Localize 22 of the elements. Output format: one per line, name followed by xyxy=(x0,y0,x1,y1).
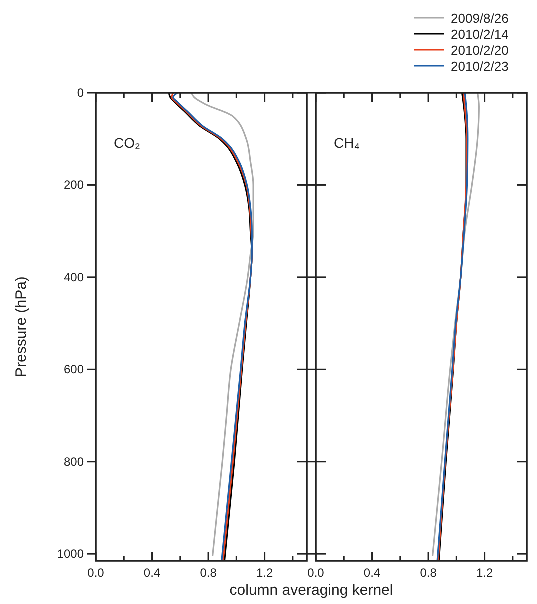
y-axis-title: Pressure (hPa) xyxy=(13,276,30,378)
x-tick-label: 0.0 xyxy=(88,566,105,580)
x-tick-label: 0.8 xyxy=(420,566,438,580)
legend-label: 2010/2/23 xyxy=(451,59,509,74)
annotation: CH₄ xyxy=(334,135,360,151)
y-tick-label: 600 xyxy=(64,362,84,377)
y-tick-label: 200 xyxy=(64,178,84,192)
x-tick-label: 0.8 xyxy=(200,566,218,580)
legend-label: 2009/8/26 xyxy=(451,11,509,26)
y-tick-label: 800 xyxy=(64,454,84,469)
x-tick-label: 0.0 xyxy=(308,566,325,580)
annotation: CO₂ xyxy=(114,135,140,151)
x-tick-label: 1.2 xyxy=(256,566,274,580)
y-tick-label: 1000 xyxy=(57,547,84,562)
y-tick-label: 400 xyxy=(64,270,84,284)
x-tick-label: 0.4 xyxy=(364,566,381,580)
x-axis-title: column averaging kernel xyxy=(230,582,394,599)
legend-label: 2010/2/20 xyxy=(451,43,509,58)
legend-label: 2010/2/14 xyxy=(451,27,509,42)
y-tick-label: 0 xyxy=(77,86,84,100)
x-tick-label: 0.4 xyxy=(144,566,161,580)
x-tick-label: 1.2 xyxy=(476,566,494,580)
